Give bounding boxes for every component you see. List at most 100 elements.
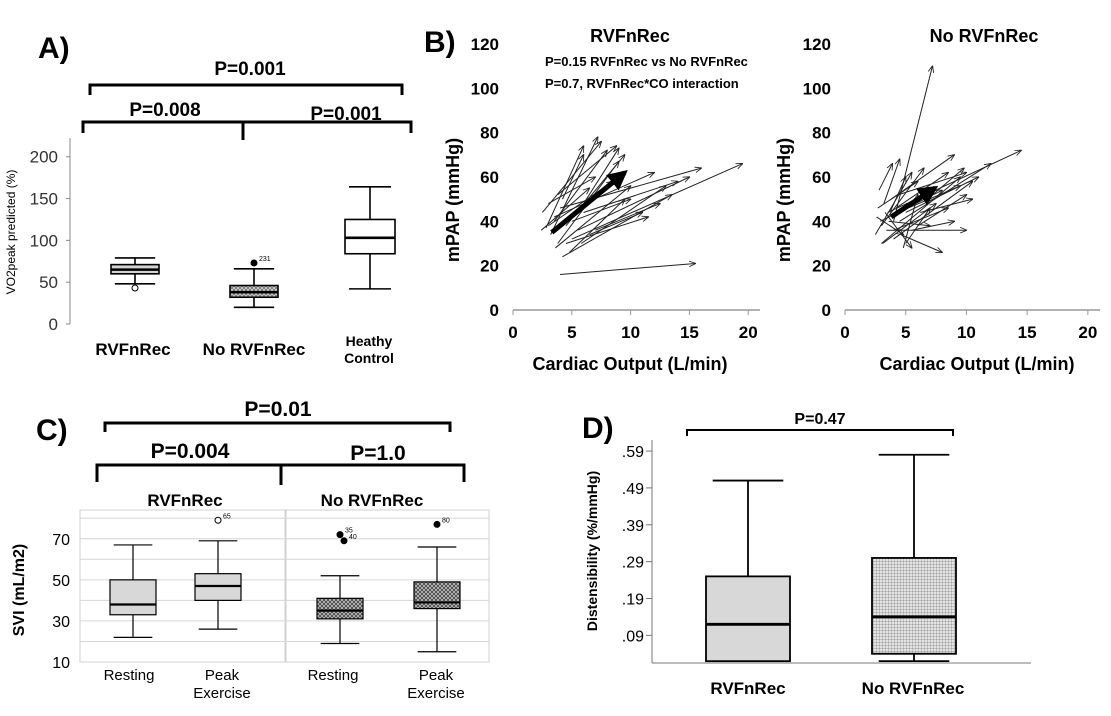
axis-c-tick-label-10: 10 <box>52 655 70 672</box>
box-a-1-outlier-0 <box>250 259 258 267</box>
bracket-a-overall-label: P=0.001 <box>214 59 286 80</box>
axis-a-tick-label-200: 200 <box>30 148 58 167</box>
axis-a-ticks: 0 50 100 150 200 <box>30 148 70 334</box>
axis-d-ylabel: Distensibility (%/mmHg) <box>584 471 600 631</box>
bracket-d <box>686 429 954 436</box>
subplot-b1-xtick-label-0: 0 <box>508 323 517 342</box>
subplot-b1-arrows <box>540 137 743 276</box>
subplot-b1-xlabel: Cardiac Output (L/min) <box>533 354 728 374</box>
box-d-1 <box>871 453 957 663</box>
subplot-b1-arrow-10 <box>553 173 654 218</box>
box-a-0 <box>110 257 160 292</box>
axis-d-tick-label-4: .49 <box>622 481 644 498</box>
subplot-b1-arrow-22 <box>540 188 589 231</box>
axis-a-tick-label-50: 50 <box>39 273 58 292</box>
category-c-0-0: Resting <box>104 667 155 684</box>
axis-c-tick-label-50: 50 <box>52 573 70 590</box>
box-a-1: 231 <box>229 256 279 309</box>
axis-c-ylabel: SVI (mL/m2) <box>11 544 28 636</box>
category-a-1: No RVFnRec <box>203 340 306 359</box>
subplot-b1-arrow-19 <box>565 217 648 244</box>
subplot-b1-axes: 0 5 10 15 20 0 20 40 60 80 100 120 <box>471 35 760 342</box>
subplot-b2-ytick-label-60: 60 <box>812 168 831 187</box>
axis-d-tick-label-1: .19 <box>622 591 644 608</box>
subplot-b1-annotation-0: P=0.15 RVFnRec vs No RVFnRec <box>545 54 748 69</box>
bracket-c-overall <box>103 421 452 432</box>
category-a-2-line2: Control <box>344 350 394 366</box>
subplot-b2-arrow-19 <box>900 234 942 253</box>
box-a-0-outlier-0 <box>131 284 139 292</box>
box-c-1-1-iqr <box>413 581 461 610</box>
group-c-0-title: RVFnRec <box>147 491 222 510</box>
bracket-d-label: P=0.47 <box>794 411 845 428</box>
plot-frame-c-right <box>285 509 490 663</box>
category-c-0-1-line1: Peak <box>205 667 240 684</box>
box-c-1-0-outlier-1 <box>340 537 348 545</box>
axis-a-tick-label-150: 150 <box>30 190 58 209</box>
panel-d: P=0.47 .09 .19 .29 .39 .49 .59 Distensibility… <box>584 411 1031 698</box>
subplot-b2-title: No RVFnRec <box>930 26 1039 46</box>
box-c-1-0-outlier-label-1: 40 <box>349 534 357 541</box>
subplot-b1-xtick-label-10: 10 <box>621 323 640 342</box>
axis-d-tick-label-5: .59 <box>622 444 644 461</box>
subplot-b1-ylabel: mPAP (mmHg) <box>443 138 463 262</box>
subplot-b1-ytick-label-0: 0 <box>490 301 499 320</box>
subplot-b1-arrow-12 <box>559 168 701 209</box>
subplot-b1-ytick-label-20: 20 <box>480 257 499 276</box>
axis-a-ylabel: VO2peak predicted (%) <box>4 170 18 295</box>
bracket-c-left-label: P=0.004 <box>151 440 230 463</box>
category-c-1-0: Resting <box>308 667 359 684</box>
axis-d-tick-label-2: .29 <box>622 555 644 572</box>
subplot-b2-ytick-label-80: 80 <box>812 124 831 143</box>
subplot-b1-arrow-25 <box>561 155 583 200</box>
bracket-a-left-label: P=0.008 <box>129 100 200 121</box>
subplot-b1-xtick-label-5: 5 <box>567 323 576 342</box>
panel-label-c: C) <box>36 414 68 447</box>
subplot-b1-arrow-20 <box>557 146 617 196</box>
bracket-c-right-label: P=1.0 <box>350 442 405 465</box>
subplot-b2-arrow-28 <box>893 208 949 231</box>
subplot-b2-arrow-27 <box>905 208 930 244</box>
box-c-0-0 <box>109 544 157 638</box>
subplot-b1-arrow-23 <box>569 199 624 253</box>
subplot-b1-arrow-0 <box>560 263 695 276</box>
subplot-b2-mean-arrow <box>889 185 939 219</box>
axis-c-tick-label-30: 30 <box>52 614 70 631</box>
panel-c: P=0.01 P=0.004 P=1.0 RVFnRec No RVFnRec … <box>11 398 490 702</box>
subplot-b2-arrow-26 <box>877 181 918 209</box>
subplot-b1-title: RVFnRec <box>590 26 670 46</box>
bracket-a-left <box>81 120 245 140</box>
subplot-b1-arrow-7 <box>548 177 595 205</box>
axis-d-tick-label-3: .39 <box>622 518 644 535</box>
subplot-b1-ytick-label-40: 40 <box>480 212 499 231</box>
subplot-b1-arrow-4 <box>542 142 601 213</box>
panel-label-a: A) <box>38 32 70 65</box>
panel-b: RVFnRec P=0.15 RVFnRec vs No RVFnRec P=0… <box>443 26 1100 374</box>
subplot-b2-axes: 0 5 10 15 20 0 20 40 60 80 100 120 <box>803 35 1100 342</box>
axis-c-tick-label-70: 70 <box>52 532 70 549</box>
subplot-b1-arrow-17 <box>589 212 642 236</box>
subplot-b2-arrow-3 <box>881 168 924 227</box>
panel-a: P=0.001 P=0.008 P=0.001 VO2peak predicte… <box>4 59 413 366</box>
box-d-0-iqr <box>705 575 791 663</box>
bracket-a-right-label: P=0.001 <box>310 104 382 125</box>
box-c-1-0-iqr <box>316 597 364 620</box>
subplot-b2-ytick-label-0: 0 <box>822 301 831 320</box>
subplot-b1-arrow-8 <box>555 186 630 249</box>
box-d-0 <box>705 479 791 663</box>
subplot-b1-ytick-label-60: 60 <box>480 168 499 187</box>
subplot-b2-ytick-label-20: 20 <box>812 257 831 276</box>
subplot-b1-arrow-11 <box>571 164 743 240</box>
boxes-d <box>705 453 957 663</box>
subplot-b2-arrow-0 <box>893 66 933 222</box>
category-c-1-1-line1: Peak <box>419 667 454 684</box>
subplot-b1-xtick-label-20: 20 <box>739 323 758 342</box>
subplot-b2-ylabel: mPAP (mmHg) <box>774 138 794 262</box>
subplot-b2-xlabel: Cardiac Output (L/min) <box>880 354 1075 374</box>
subplot-b1-arrow-13 <box>577 177 690 231</box>
subplot-b2-xtick-label-20: 20 <box>1078 323 1097 342</box>
box-c-0-1: 65 <box>194 513 242 630</box>
subplot-b2-ytick-label-120: 120 <box>803 35 831 54</box>
